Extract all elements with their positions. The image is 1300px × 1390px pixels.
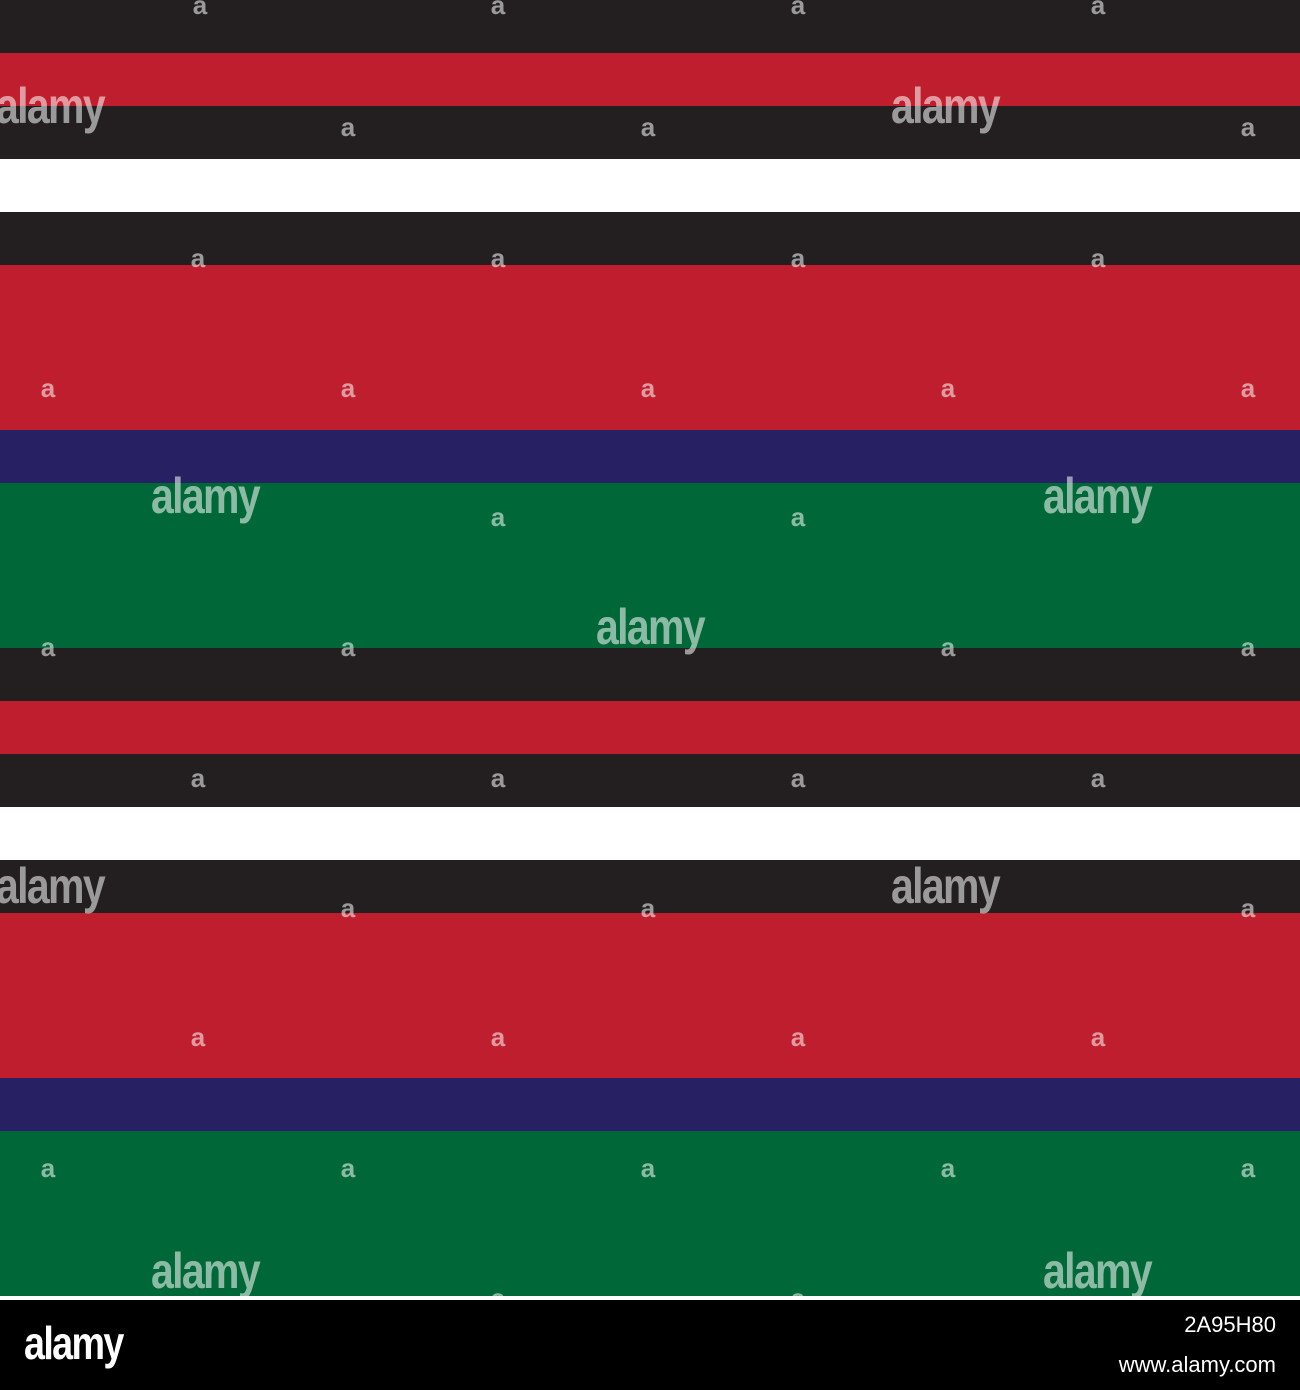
stock-footer-bar: alamy 2A95H80 www.alamy.com xyxy=(0,1300,1300,1390)
stripe-navy xyxy=(0,430,1300,483)
stripe-white xyxy=(0,807,1300,860)
stripe-green xyxy=(0,1131,1300,1296)
stripe-green xyxy=(0,483,1300,648)
stripe-black xyxy=(0,212,1300,265)
image-id-label: 2A95H80 xyxy=(1184,1312,1276,1337)
stripe-red xyxy=(0,701,1300,754)
stripe-black xyxy=(0,860,1300,913)
stripe-red xyxy=(0,53,1300,106)
stripe-black xyxy=(0,648,1300,701)
stripe-red xyxy=(0,913,1300,1078)
site-url-label: www.alamy.com xyxy=(1118,1352,1276,1377)
stripe-black xyxy=(0,754,1300,807)
stripe-white xyxy=(0,159,1300,212)
alamy-logo: alamy xyxy=(24,1317,124,1369)
stripe-black xyxy=(0,106,1300,159)
stripe-navy xyxy=(0,1078,1300,1131)
stripe-red xyxy=(0,265,1300,430)
stripe-black xyxy=(0,0,1300,53)
